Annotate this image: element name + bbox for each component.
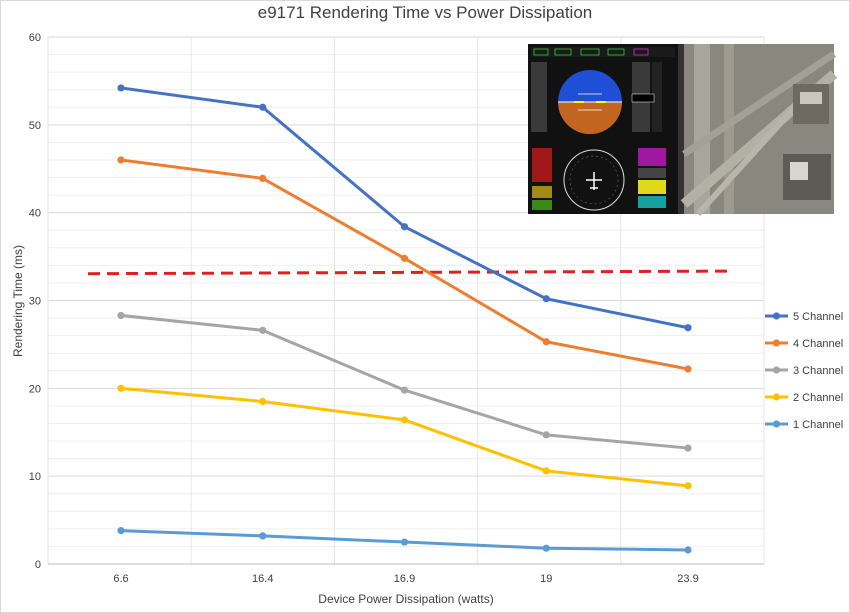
data-point <box>684 324 692 332</box>
data-point <box>117 527 125 535</box>
legend-swatch-marker <box>772 393 781 401</box>
y-tick-label: 0 <box>35 559 41 571</box>
legend-swatch-marker <box>772 339 781 347</box>
y-tick-label: 60 <box>29 32 41 44</box>
data-point <box>542 467 550 475</box>
data-point <box>259 174 267 183</box>
data-point <box>117 156 125 164</box>
legend-item: 2 Channel <box>765 392 843 404</box>
data-point <box>117 311 125 320</box>
series-5-channel <box>117 84 692 332</box>
legend-label: 1 Channel <box>793 419 843 431</box>
data-point <box>259 103 267 111</box>
legend-swatch-marker <box>772 312 781 320</box>
chart-title: e9171 Rendering Time vs Power Dissipatio… <box>258 3 593 22</box>
data-point <box>400 386 409 394</box>
data-point <box>117 84 125 92</box>
x-tick-label: 16.9 <box>394 573 415 585</box>
x-tick-label: 6.6 <box>113 573 128 585</box>
y-axis-title: Rendering Time (ms) <box>11 245 25 357</box>
data-point <box>259 397 267 406</box>
x-tick-label: 16.4 <box>252 573 273 585</box>
x-tick-label: 19 <box>540 573 552 585</box>
series-1-channel <box>117 527 692 554</box>
legend-label: 3 Channel <box>793 365 843 377</box>
y-tick-label: 10 <box>29 471 41 483</box>
x-axis: 6.6 16.4 16.9 19 23.9 <box>113 573 698 585</box>
data-point <box>542 431 550 439</box>
data-point <box>400 254 409 262</box>
data-point <box>259 532 267 540</box>
legend-item: 1 Channel <box>765 419 843 431</box>
data-point <box>684 365 692 373</box>
legend-label: 5 Channel <box>793 311 843 323</box>
legend-label: 2 Channel <box>793 392 843 404</box>
series-2-channel <box>117 384 692 490</box>
y-tick-label: 30 <box>29 296 41 308</box>
legend-swatch-marker <box>772 420 781 428</box>
series-4-channel <box>117 156 692 373</box>
data-point <box>684 482 692 490</box>
legend-item: 4 Channel <box>765 338 843 350</box>
data-point <box>259 326 267 334</box>
y-tick-label: 20 <box>29 383 41 395</box>
series-group <box>117 84 692 554</box>
legend: 5 Channel 4 Channel 3 Channel 2 Channel 1 Ch… <box>765 311 843 431</box>
y-tick-label: 50 <box>29 120 41 132</box>
x-axis-title: Device Power Dissipation (watts) <box>318 592 493 606</box>
legend-item: 5 Channel <box>765 311 843 323</box>
series-3-channel <box>117 311 692 452</box>
legend-swatch-marker <box>772 366 781 374</box>
legend-label: 4 Channel <box>793 338 843 350</box>
threshold-line <box>87 269 733 276</box>
data-point <box>400 416 409 424</box>
legend-item: 3 Channel <box>765 365 843 377</box>
x-tick-label: 23.9 <box>677 573 698 585</box>
data-point <box>684 546 692 554</box>
data-point <box>684 444 692 452</box>
data-point <box>542 338 550 346</box>
data-point <box>117 384 125 392</box>
data-point <box>542 544 550 552</box>
data-point <box>542 295 550 303</box>
y-axis: 0 10 20 30 40 50 60 <box>29 32 41 571</box>
y-tick-label: 40 <box>29 208 41 220</box>
avionics-inset-image <box>528 44 838 217</box>
data-point <box>400 538 409 546</box>
data-point <box>400 223 409 231</box>
